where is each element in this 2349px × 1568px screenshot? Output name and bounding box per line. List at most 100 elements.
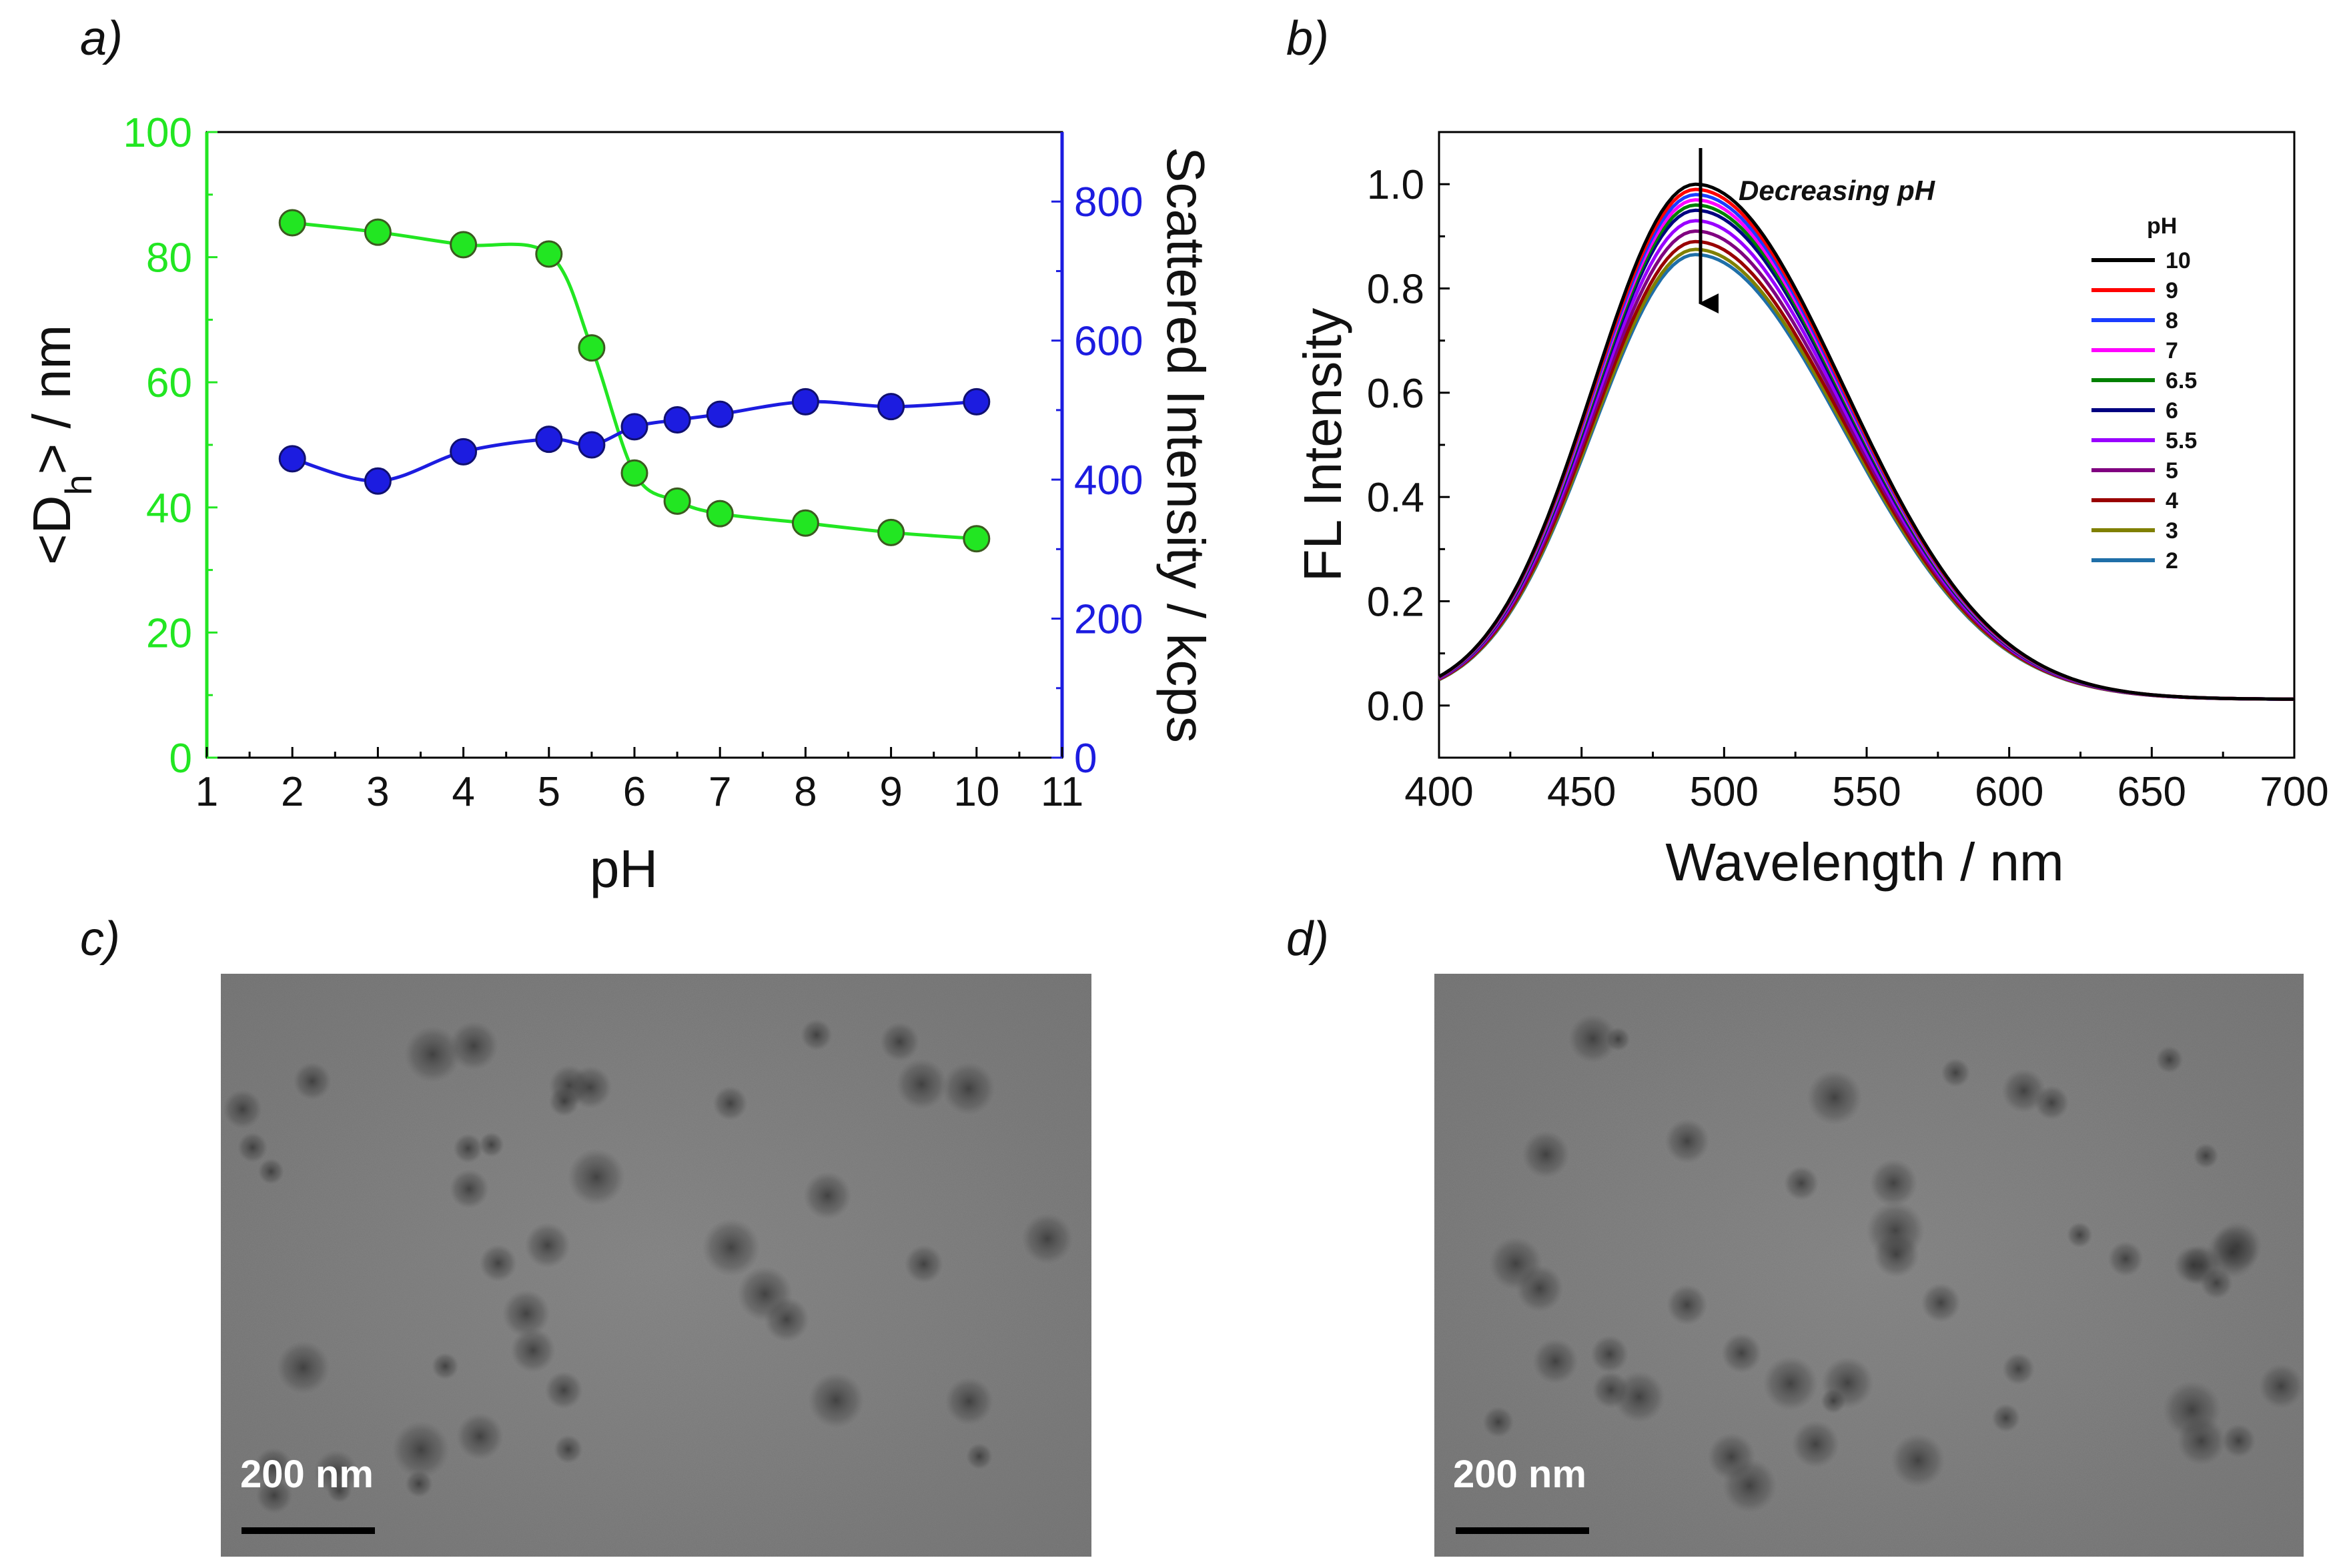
nanoparticle (405, 1469, 433, 1498)
nanoparticle (1869, 1158, 1918, 1207)
nanoparticle (2193, 1143, 2219, 1168)
panel-a-x-tick-label: 4 (452, 769, 474, 815)
nanoparticle (1921, 1283, 1961, 1323)
nanoparticle (801, 1018, 833, 1051)
panel-d-label: d) (1286, 912, 1329, 966)
nanoparticle (510, 1327, 556, 1373)
dh-fit-line (292, 221, 977, 541)
nanoparticle (1667, 1284, 1708, 1326)
intensity-data-point (450, 438, 478, 466)
nanoparticle (702, 1219, 761, 1277)
fl-curve-ph-10 (1438, 182, 2294, 701)
intensity-data-point (877, 393, 905, 421)
panel-a-left-tick-label: 0 (169, 736, 192, 782)
nanoparticle (2258, 1363, 2304, 1409)
nanoparticle (1821, 1388, 1846, 1414)
panel-a-x-tick-label: 6 (623, 769, 646, 815)
panel-a-left-axis-title: <Dh> / nm (22, 325, 99, 565)
intensity-data-point (663, 406, 691, 434)
nanoparticle (803, 1171, 852, 1220)
legend-label: 5 (2166, 458, 2178, 484)
scale-label-d: 200 nm (1453, 1453, 1586, 1496)
tem-image-d: 200 nm (1434, 974, 2304, 1557)
nanoparticle (945, 1377, 993, 1426)
nanoparticle (942, 1062, 995, 1115)
nanoparticle (1482, 1406, 1514, 1438)
panel-b-x-tick-label: 550 (1832, 769, 1901, 815)
nanoparticle (2222, 1423, 2256, 1458)
nanoparticle (276, 1341, 330, 1395)
nanoparticle (2066, 1222, 2093, 1248)
nanoparticle (554, 1435, 583, 1464)
legend-label: 3 (2166, 518, 2178, 544)
legend-label: 5.5 (2166, 428, 2197, 454)
panel-b-y-axis-title: FL Intensity (1293, 308, 1352, 582)
nanoparticle (1991, 1403, 2021, 1433)
panel-a-right-axis-title: Scattered Intensity / kcps (1156, 147, 1216, 743)
nanoparticle (1807, 1070, 1863, 1125)
nanoparticle (1590, 1335, 1629, 1373)
panel-a-x-tick-label: 2 (281, 769, 304, 815)
panel-a-right-tick-label: 0 (1074, 736, 1097, 782)
legend-label: 9 (2166, 278, 2178, 303)
nanoparticle (293, 1062, 332, 1100)
nanoparticle (2107, 1241, 2144, 1277)
dh-data-point (877, 518, 905, 546)
nanoparticle (456, 1413, 504, 1461)
panel-b-x-tick-label: 450 (1547, 769, 1616, 815)
nanoparticle (2002, 1353, 2035, 1385)
dh-data-point (535, 240, 563, 268)
intensity-data-point (791, 387, 819, 416)
legend-label: 10 (2166, 248, 2191, 273)
panel-b-y-tick-label: 0.8 (1367, 267, 1424, 313)
panel-a-right-tick-label: 200 (1074, 597, 1143, 643)
nanoparticle (453, 1133, 483, 1164)
nanoparticle (237, 1132, 268, 1163)
nanoparticle (896, 1058, 947, 1110)
nanoparticle (568, 1065, 612, 1109)
nanoparticle (254, 1447, 293, 1486)
nanoparticle (2206, 1226, 2259, 1279)
panel-a-x-tick-label: 9 (879, 769, 902, 815)
panel-b-chart: 400 450 500 550 600 650 700 0.0 0.2 0.4 0.6 0.8 1.0… (1293, 131, 2329, 892)
nanoparticle (392, 1421, 450, 1479)
nanoparticle (449, 1169, 489, 1209)
panel-a-right-tick-label: 400 (1074, 458, 1143, 504)
dh-data-point (578, 334, 606, 362)
panel-a-label: a) (80, 12, 123, 65)
dh-data-point (706, 500, 734, 528)
nanoparticle (567, 1148, 625, 1206)
panel-a-right-tick-label: 600 (1074, 319, 1143, 365)
nanoparticle (258, 1158, 284, 1185)
nanoparticle (1891, 1433, 1945, 1488)
legend-title: pH (2147, 213, 2177, 239)
panel-b-x-tick-label: 700 (2260, 769, 2328, 815)
legend-label: 6.5 (2166, 368, 2197, 394)
panel-b-y-tick-label: 0.2 (1367, 580, 1424, 626)
panel-a-left-tick-label: 40 (146, 486, 192, 532)
nanoparticle (1568, 1014, 1618, 1063)
nanoparticle (314, 1450, 358, 1494)
dh-data-point (364, 218, 392, 246)
panel-a-x-tick-label: 7 (709, 769, 731, 815)
nanoparticle (478, 1132, 504, 1158)
nanoparticle (1763, 1356, 1818, 1411)
nanoparticle (2156, 1046, 2184, 1074)
legend-label: 4 (2166, 488, 2178, 514)
scale-bar-d (1456, 1527, 1589, 1534)
panel-a-x-tick-label: 11 (1041, 769, 1083, 815)
panel-b-y-tick-label: 0.4 (1367, 475, 1424, 521)
panel-a-left-tick-label: 100 (123, 110, 192, 156)
dh-data-point (963, 525, 991, 553)
nanoparticle (1722, 1458, 1777, 1513)
legend-label: 8 (2166, 308, 2178, 333)
nanoparticle (1791, 1420, 1840, 1469)
intensity-data-point (706, 400, 734, 428)
nanoparticle (880, 1022, 920, 1062)
nanoparticle (808, 1372, 865, 1429)
panel-b-x-tick-label: 650 (2118, 769, 2186, 815)
nanoparticle (524, 1223, 570, 1269)
panel-c-label: c) (80, 912, 120, 966)
nanoparticle (1783, 1166, 1819, 1201)
legend-label: 6 (2166, 398, 2178, 424)
